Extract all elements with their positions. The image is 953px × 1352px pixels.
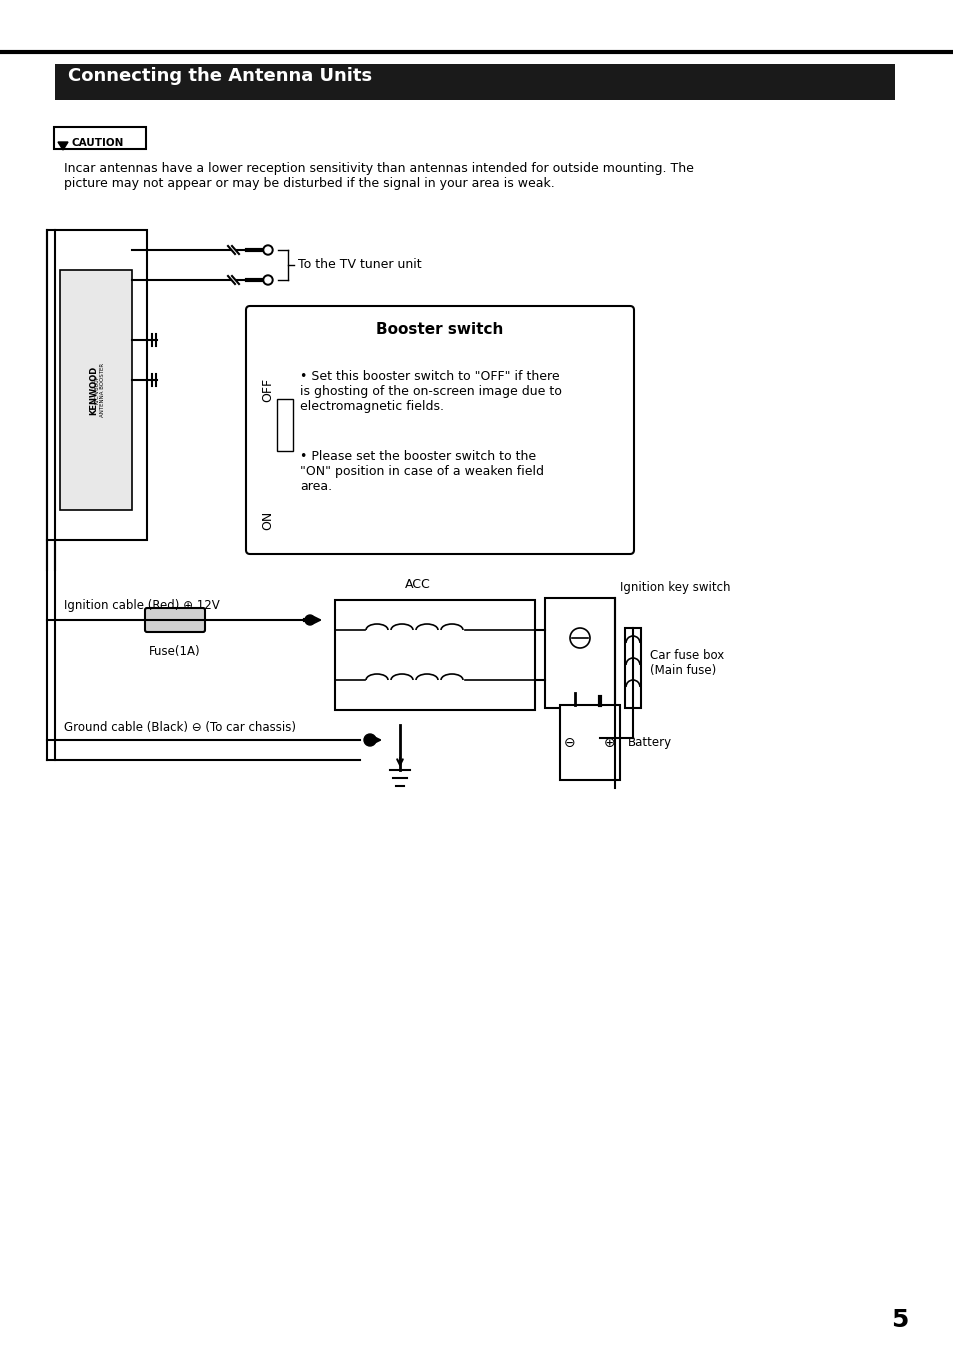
FancyBboxPatch shape <box>544 598 615 708</box>
Text: CAUTION: CAUTION <box>71 138 123 147</box>
Circle shape <box>305 615 314 625</box>
Text: Battery: Battery <box>627 735 672 749</box>
Text: Fuse(1A): Fuse(1A) <box>149 645 200 658</box>
FancyBboxPatch shape <box>60 270 132 510</box>
Circle shape <box>569 627 589 648</box>
Polygon shape <box>58 142 68 150</box>
FancyBboxPatch shape <box>47 230 147 539</box>
Text: Car fuse box
(Main fuse): Car fuse box (Main fuse) <box>649 649 723 677</box>
Text: ⊖: ⊖ <box>563 735 576 749</box>
Circle shape <box>265 247 271 253</box>
Text: Ground cable (Black) ⊖ (To car chassis): Ground cable (Black) ⊖ (To car chassis) <box>64 722 295 734</box>
FancyBboxPatch shape <box>55 64 894 100</box>
Text: OFF: OFF <box>261 379 274 402</box>
Text: KTC-V800P
ANTENNA BOOSTER: KTC-V800P ANTENNA BOOSTER <box>94 362 105 416</box>
Text: KENWOOD: KENWOOD <box>90 365 98 415</box>
Text: ON: ON <box>261 510 274 530</box>
FancyBboxPatch shape <box>54 127 146 149</box>
Circle shape <box>263 245 273 256</box>
Text: To the TV tuner unit: To the TV tuner unit <box>297 258 421 272</box>
FancyBboxPatch shape <box>624 627 640 708</box>
Text: Booster switch: Booster switch <box>375 323 503 338</box>
FancyBboxPatch shape <box>246 306 634 554</box>
Text: Ignition key switch: Ignition key switch <box>619 581 730 595</box>
FancyBboxPatch shape <box>276 399 293 452</box>
Circle shape <box>265 277 271 283</box>
Text: Connecting the Antenna Units: Connecting the Antenna Units <box>68 68 372 85</box>
Text: ⊕: ⊕ <box>603 735 616 749</box>
Text: ACC: ACC <box>405 579 431 592</box>
Text: 5: 5 <box>890 1307 908 1332</box>
FancyBboxPatch shape <box>559 704 619 780</box>
Text: Incar antennas have a lower reception sensitivity than antennas intended for out: Incar antennas have a lower reception se… <box>64 162 693 191</box>
FancyBboxPatch shape <box>335 600 535 710</box>
Text: • Please set the booster switch to the
"ON" position in case of a weaken field
a: • Please set the booster switch to the "… <box>299 450 543 493</box>
Circle shape <box>364 734 375 746</box>
Circle shape <box>263 274 273 285</box>
Text: • Set this booster switch to "OFF" if there
is ghosting of the on-screen image d: • Set this booster switch to "OFF" if th… <box>299 370 561 412</box>
FancyBboxPatch shape <box>145 608 205 631</box>
Text: Ignition cable (Red) ⊕ 12V: Ignition cable (Red) ⊕ 12V <box>64 599 219 611</box>
